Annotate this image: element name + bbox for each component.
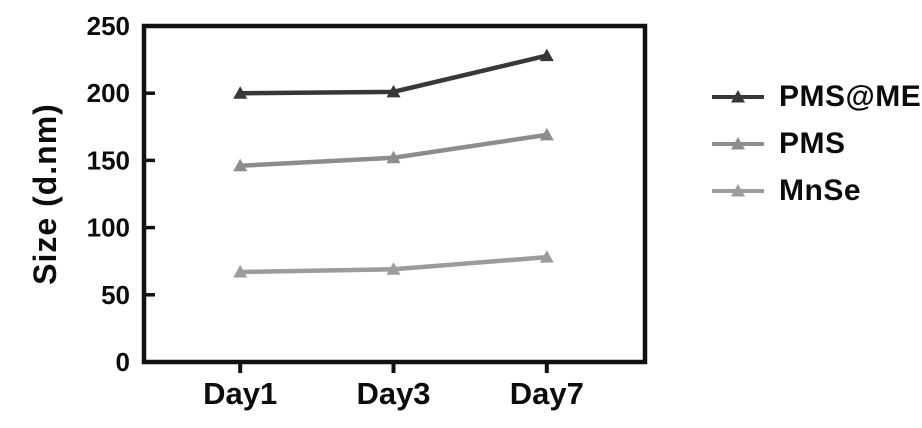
legend: PMS@ME PMS MnSe: [712, 79, 921, 208]
series-marker: [386, 150, 401, 164]
y-tick-label: 200: [87, 78, 130, 108]
legend-line-triangle-icon: [712, 89, 764, 102]
series-marker: [539, 48, 554, 62]
series-marker: [539, 250, 554, 263]
legend-item-pms-at-me: PMS@ME: [712, 79, 921, 114]
series-marker: [233, 158, 248, 172]
series-marker: [233, 264, 248, 278]
plot-frame: [141, 23, 648, 365]
y-tick-label: 150: [87, 145, 130, 175]
x-tick-label: Day7: [510, 376, 584, 411]
legend-item-pms: PMS: [712, 126, 921, 161]
series-marker: [233, 86, 248, 99]
y-axis-title: Size (d.nm): [27, 103, 63, 285]
x-tick-label: Day1: [203, 376, 277, 411]
y-tick-label: 0: [116, 347, 130, 377]
x-tick-label: Day3: [356, 376, 430, 411]
legend-item-mnse: MnSe: [712, 173, 921, 208]
legend-line-triangle-icon: [712, 136, 764, 149]
y-tick-label: 100: [87, 213, 130, 243]
series-marker: [386, 262, 401, 275]
y-tick-label: 50: [101, 280, 130, 310]
legend-label: PMS: [779, 126, 846, 160]
series-marker: [539, 127, 554, 141]
legend-label: PMS@ME: [779, 79, 922, 113]
line-chart: 0 50 100 150 200 250 Day1 Day3 Day7 Size (d.nm): [27, 11, 648, 411]
legend-label: MnSe: [779, 173, 862, 207]
series-marker: [386, 84, 401, 98]
y-tick-label: 250: [87, 11, 130, 41]
legend-line-triangle-icon: [712, 183, 764, 196]
